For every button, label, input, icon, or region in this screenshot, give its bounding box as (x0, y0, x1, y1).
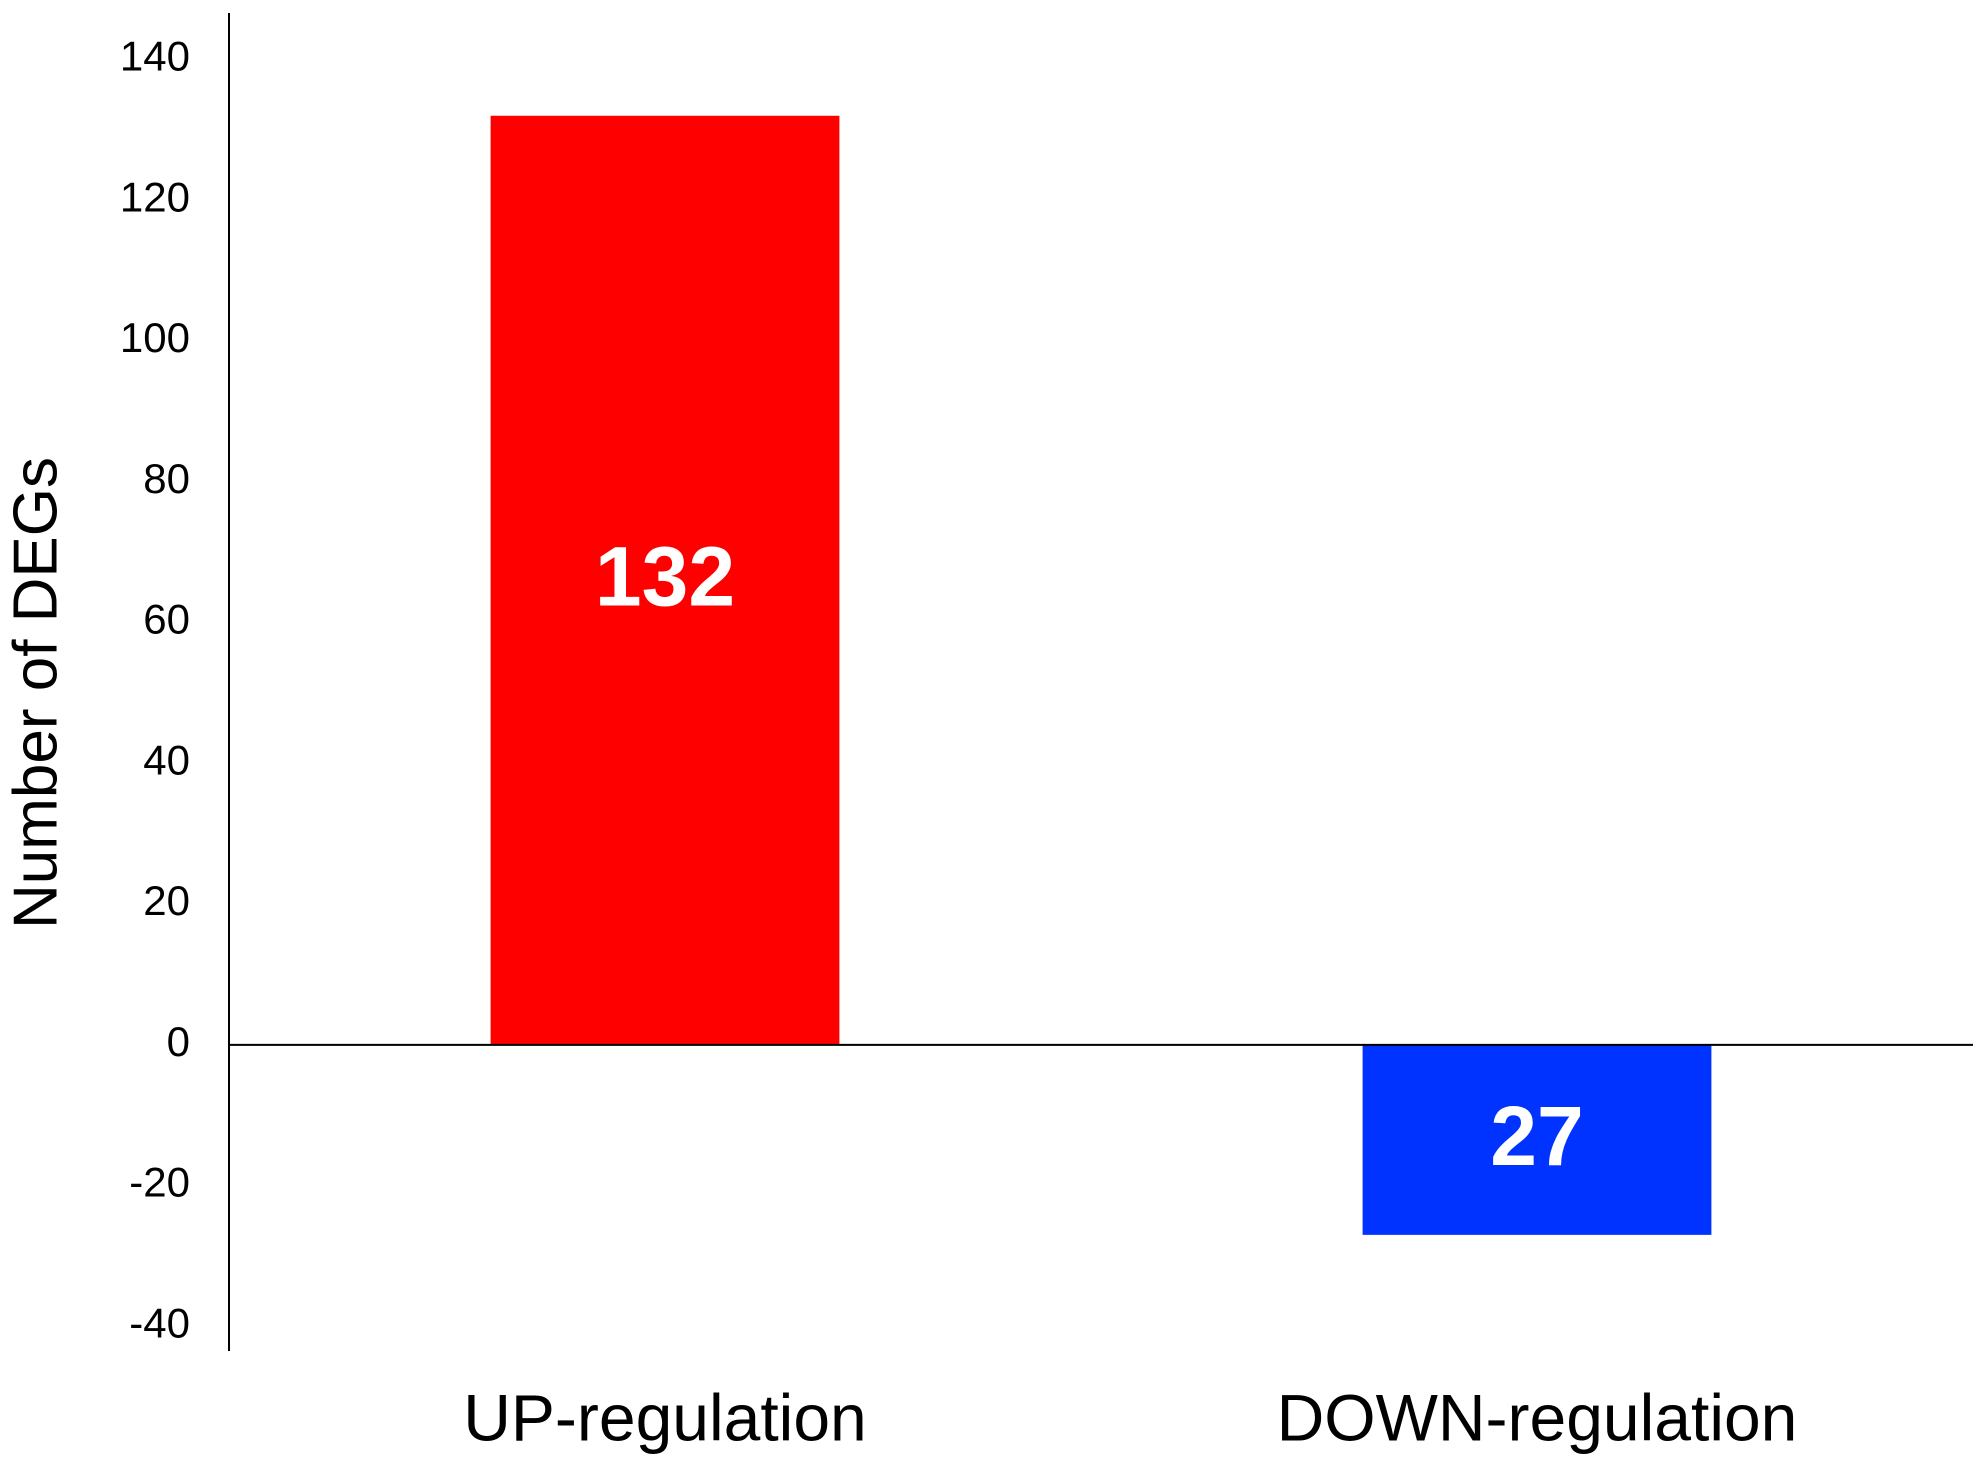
value-label: 27 (1490, 1089, 1583, 1183)
y-tick-label: -40 (129, 1299, 190, 1346)
bar (490, 115, 840, 1045)
y-tick-label: 0 (167, 1018, 190, 1065)
y-tick-label: 100 (120, 314, 190, 361)
y-tick-label: 40 (143, 736, 190, 783)
y-tick-label: 60 (143, 596, 190, 643)
x-tick-label: DOWN-regulation (1277, 1380, 1798, 1454)
bar (1362, 1044, 1712, 1235)
value-label: 132 (595, 529, 735, 623)
y-tick-label: 120 (120, 173, 190, 220)
x-tick-label: UP-regulation (463, 1380, 867, 1454)
y-tick-label: -20 (129, 1159, 190, 1206)
y-axis-label: Number of DEGs (1, 457, 70, 929)
y-tick-label: 20 (143, 877, 190, 924)
y-tick-label: 140 (120, 33, 190, 80)
y-tick-label: 80 (143, 455, 190, 502)
